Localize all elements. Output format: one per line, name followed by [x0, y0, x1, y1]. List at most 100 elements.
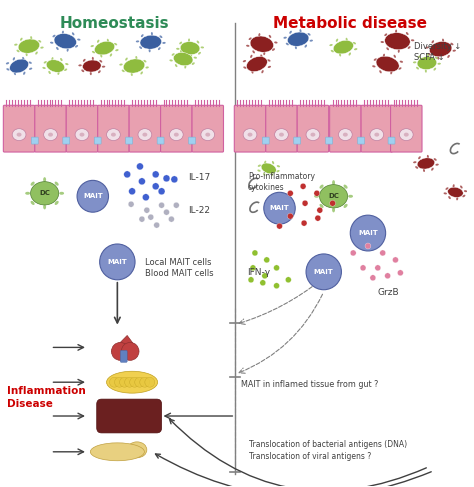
Ellipse shape: [277, 165, 280, 168]
Ellipse shape: [268, 66, 271, 68]
Ellipse shape: [333, 40, 354, 54]
Ellipse shape: [180, 50, 182, 53]
Ellipse shape: [131, 73, 133, 76]
FancyBboxPatch shape: [297, 105, 328, 152]
FancyBboxPatch shape: [326, 137, 333, 144]
Circle shape: [158, 188, 165, 195]
Ellipse shape: [435, 164, 439, 166]
Circle shape: [142, 194, 149, 201]
Ellipse shape: [260, 55, 263, 58]
Ellipse shape: [20, 37, 23, 41]
Ellipse shape: [125, 57, 128, 60]
Ellipse shape: [261, 70, 264, 74]
Ellipse shape: [67, 48, 69, 52]
Circle shape: [317, 207, 323, 213]
Text: Translocation of viral antigens ?: Translocation of viral antigens ?: [249, 452, 371, 461]
Ellipse shape: [416, 67, 419, 70]
Ellipse shape: [17, 132, 21, 137]
Ellipse shape: [122, 70, 125, 72]
Text: Diversity ↓: Diversity ↓: [414, 41, 461, 51]
Ellipse shape: [174, 132, 179, 137]
Ellipse shape: [169, 129, 183, 141]
Circle shape: [152, 183, 159, 190]
Circle shape: [115, 377, 124, 387]
Circle shape: [276, 223, 283, 229]
Circle shape: [285, 277, 292, 283]
FancyBboxPatch shape: [234, 105, 266, 152]
Ellipse shape: [319, 185, 324, 188]
Ellipse shape: [408, 46, 410, 49]
Ellipse shape: [158, 47, 161, 50]
Ellipse shape: [384, 34, 387, 36]
Ellipse shape: [193, 56, 197, 59]
Circle shape: [287, 190, 293, 196]
Ellipse shape: [22, 57, 24, 60]
Ellipse shape: [276, 170, 280, 172]
Ellipse shape: [418, 56, 420, 58]
Circle shape: [314, 190, 320, 196]
Circle shape: [163, 175, 170, 182]
Ellipse shape: [304, 44, 307, 48]
Circle shape: [250, 265, 256, 271]
Text: Pro-inflammatory
cytokines: Pro-inflammatory cytokines: [248, 172, 315, 192]
Circle shape: [124, 171, 131, 178]
Ellipse shape: [43, 205, 46, 209]
Ellipse shape: [415, 166, 418, 169]
Circle shape: [159, 202, 164, 208]
Ellipse shape: [338, 129, 352, 141]
Ellipse shape: [114, 43, 117, 45]
FancyBboxPatch shape: [31, 137, 38, 144]
Ellipse shape: [6, 62, 9, 64]
Circle shape: [130, 377, 139, 387]
Ellipse shape: [348, 53, 351, 56]
Ellipse shape: [386, 47, 389, 50]
Ellipse shape: [411, 39, 414, 41]
Ellipse shape: [13, 57, 15, 60]
Ellipse shape: [350, 215, 386, 251]
Ellipse shape: [119, 63, 123, 66]
Ellipse shape: [92, 51, 95, 53]
Ellipse shape: [398, 49, 400, 53]
Circle shape: [144, 207, 150, 213]
Ellipse shape: [136, 40, 139, 42]
Ellipse shape: [65, 63, 69, 65]
Ellipse shape: [264, 192, 295, 224]
Text: Blood MAIT cells: Blood MAIT cells: [145, 269, 213, 279]
Circle shape: [392, 257, 399, 263]
Ellipse shape: [55, 182, 59, 186]
Ellipse shape: [306, 129, 320, 141]
Ellipse shape: [348, 195, 353, 198]
Ellipse shape: [59, 192, 64, 195]
Text: MAIT in inflamed tissue from gut ?: MAIT in inflamed tissue from gut ?: [241, 380, 379, 389]
Ellipse shape: [354, 48, 357, 50]
Ellipse shape: [146, 66, 149, 69]
Ellipse shape: [42, 67, 46, 69]
Ellipse shape: [192, 62, 195, 65]
Ellipse shape: [385, 33, 410, 50]
Ellipse shape: [151, 32, 153, 36]
Ellipse shape: [162, 42, 166, 44]
Circle shape: [128, 188, 136, 195]
Ellipse shape: [306, 254, 341, 290]
Ellipse shape: [428, 53, 431, 56]
Text: Translocation of bacterial antigens (DNA): Translocation of bacterial antigens (DNA…: [249, 440, 407, 450]
FancyBboxPatch shape: [294, 137, 301, 144]
Ellipse shape: [136, 56, 137, 59]
Ellipse shape: [77, 38, 81, 40]
Circle shape: [109, 377, 119, 387]
Ellipse shape: [107, 39, 109, 42]
Ellipse shape: [319, 185, 347, 208]
Ellipse shape: [54, 34, 76, 49]
Ellipse shape: [188, 38, 190, 42]
Ellipse shape: [31, 182, 35, 186]
Text: DC: DC: [39, 190, 50, 196]
Text: IL-17: IL-17: [188, 173, 210, 182]
FancyBboxPatch shape: [391, 105, 422, 152]
Ellipse shape: [100, 244, 135, 280]
Ellipse shape: [426, 47, 429, 49]
Ellipse shape: [172, 53, 174, 56]
Ellipse shape: [434, 158, 437, 161]
Ellipse shape: [46, 60, 64, 72]
Ellipse shape: [453, 184, 455, 187]
FancyBboxPatch shape: [35, 105, 66, 152]
